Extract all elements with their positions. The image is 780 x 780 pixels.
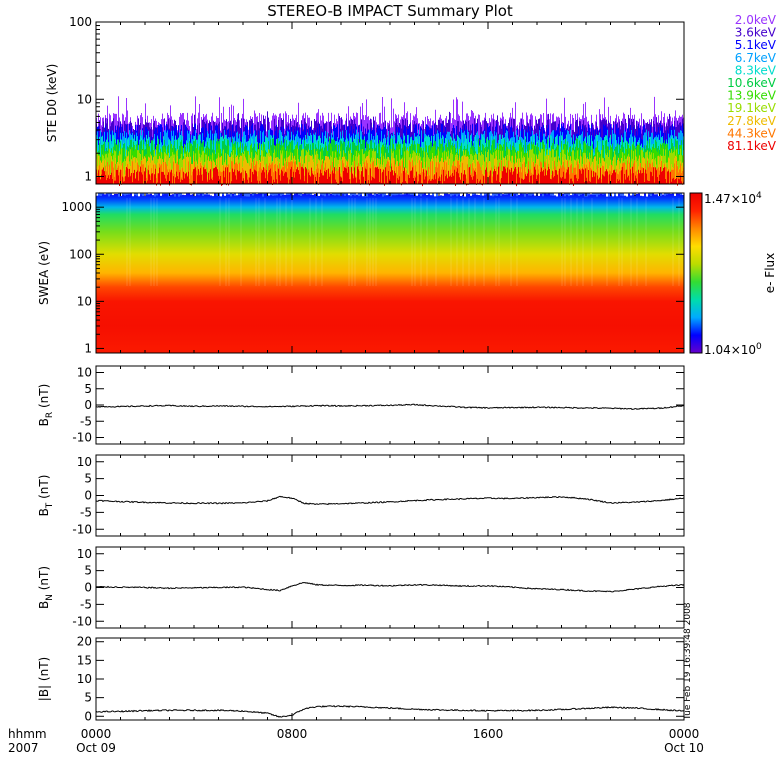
ste-panel-bars — [96, 96, 684, 187]
plot-title: STEREO-B IMPACT Summary Plot — [267, 2, 513, 20]
